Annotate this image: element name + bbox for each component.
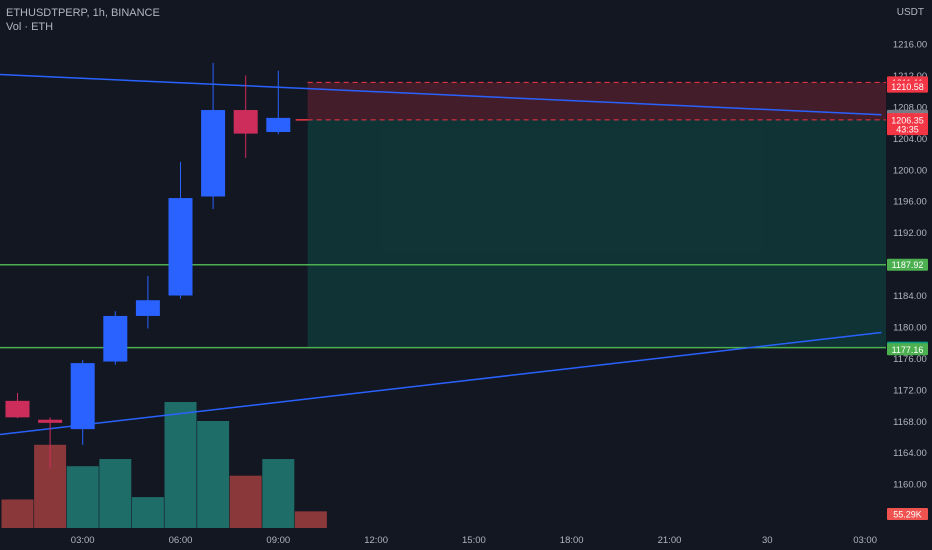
candle-body [201, 110, 226, 197]
trendline [0, 73, 882, 116]
price-tick-label: 1164.00 [893, 448, 927, 459]
price-tick-label: 1180.00 [893, 322, 927, 333]
volume-bar [66, 466, 99, 528]
price-tick-label: 1176.00 [893, 354, 927, 365]
time-tick-label: 06:00 [169, 535, 193, 546]
volume-bar [99, 459, 132, 528]
price-tick-label: 1184.00 [893, 291, 927, 302]
price-tick-label: 1192.00 [893, 228, 927, 239]
candle-body [103, 315, 128, 362]
candle-body [135, 300, 160, 316]
candle-body [168, 198, 193, 296]
time-tick-label: 21:00 [658, 535, 682, 546]
currency-label: USDT [896, 7, 924, 18]
price-tick-label: 1196.00 [893, 197, 927, 208]
candle-body [5, 400, 30, 418]
price-tick-label: 1208.00 [893, 102, 927, 113]
price-tick-label: 1168.00 [893, 417, 927, 428]
volume-bar [229, 475, 262, 528]
price-label: 1177.16 [892, 345, 924, 355]
target-zone [307, 119, 886, 348]
time-axis-bg [0, 528, 932, 550]
countdown-label: 43:35 [896, 125, 919, 135]
price-label-bg [887, 343, 928, 356]
volume-label-bg [887, 508, 928, 520]
volume-bar [1, 499, 34, 528]
price-tick-label: 1204.00 [893, 134, 927, 145]
price-label: 1206.35 [891, 115, 924, 125]
price-tick-label: 1172.00 [893, 385, 927, 396]
price-label-bg [887, 80, 928, 93]
price-tick-label: 1216.00 [893, 40, 927, 51]
volume-value-label: 55.29K [893, 510, 922, 520]
candle-body [38, 419, 63, 423]
volume-legend[interactable]: Vol · ETH [6, 21, 54, 33]
time-tick-label: 03:00 [853, 535, 877, 546]
time-tick-label: 18:00 [560, 535, 584, 546]
volume-bar [197, 421, 230, 528]
candle-body [266, 117, 291, 133]
price-label: 1210.58 [891, 82, 924, 92]
volume-bar [131, 497, 164, 528]
candle-body [233, 110, 258, 134]
price-label-bg [887, 113, 928, 126]
chart-lines [0, 73, 886, 436]
volume-bars [1, 402, 327, 528]
volume-bar [262, 459, 295, 528]
time-tick-label: 15:00 [462, 535, 486, 546]
price-label-bg [887, 258, 928, 271]
price-labels: 1211.111210.581206.851206.4443:351206.35… [887, 76, 928, 520]
candle-body [70, 363, 95, 430]
price-tick-label: 1200.00 [893, 165, 927, 176]
time-tick-label: 12:00 [364, 535, 388, 546]
price-label: 1187.92 [892, 260, 924, 270]
position-zones [307, 82, 886, 348]
price-tick-label: 1160.00 [893, 480, 927, 491]
time-axis[interactable]: 03:00 06:00 09:00 12:00 15:00 18:00 21:00 30 03:… [0, 528, 932, 550]
time-tick-label: 09:00 [266, 535, 290, 546]
symbol-legend[interactable]: ETHUSDTPERP, 1h, BINANCE [6, 7, 160, 19]
time-tick-label: 30 [762, 535, 773, 546]
volume-bar [164, 402, 197, 528]
time-tick-label: 03:00 [71, 535, 95, 546]
trendline [0, 331, 882, 436]
volume-bar [294, 511, 327, 528]
candles[interactable] [5, 62, 291, 469]
